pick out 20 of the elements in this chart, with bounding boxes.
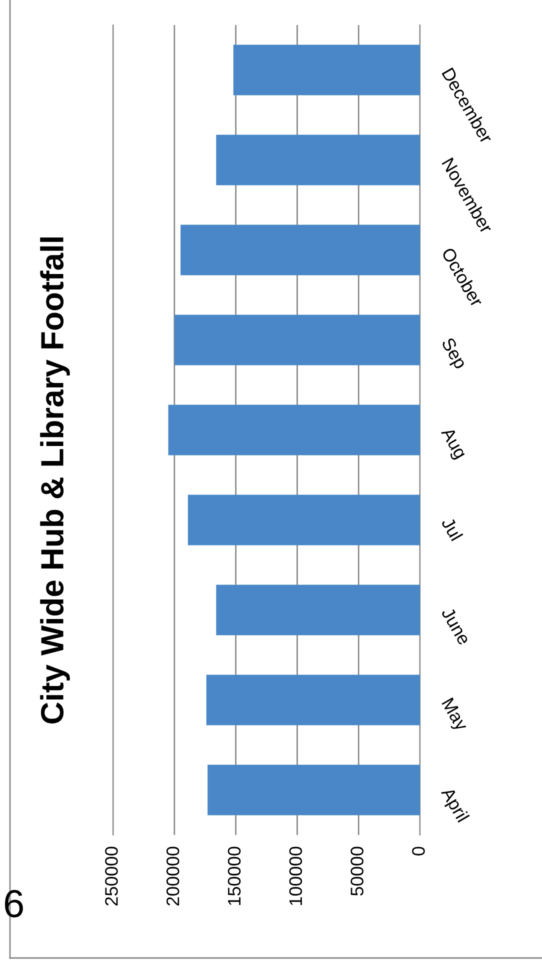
x-tick-label: 250000 (105, 846, 118, 906)
x-tick-label: 200000 (166, 846, 180, 906)
bar (188, 494, 420, 546)
x-tick-label: 100000 (289, 846, 302, 905)
y-tick-label: Sep (438, 336, 468, 372)
bar (208, 764, 420, 816)
y-tick-label: Jul (440, 516, 464, 542)
x-tick-label: 150000 (228, 846, 241, 905)
bar (168, 404, 420, 456)
bar (216, 584, 420, 636)
text: 6 (4, 890, 23, 918)
bar (216, 134, 420, 186)
bar (174, 314, 420, 366)
bar (180, 224, 420, 276)
x-tick-label: 50000 (350, 846, 364, 896)
x-tick-label: 0 (412, 846, 425, 856)
bar (206, 674, 420, 726)
text: City Wide Hub & Library Footfall (40, 237, 70, 724)
bar (233, 44, 420, 96)
y-tick-label: Aug (438, 426, 468, 462)
